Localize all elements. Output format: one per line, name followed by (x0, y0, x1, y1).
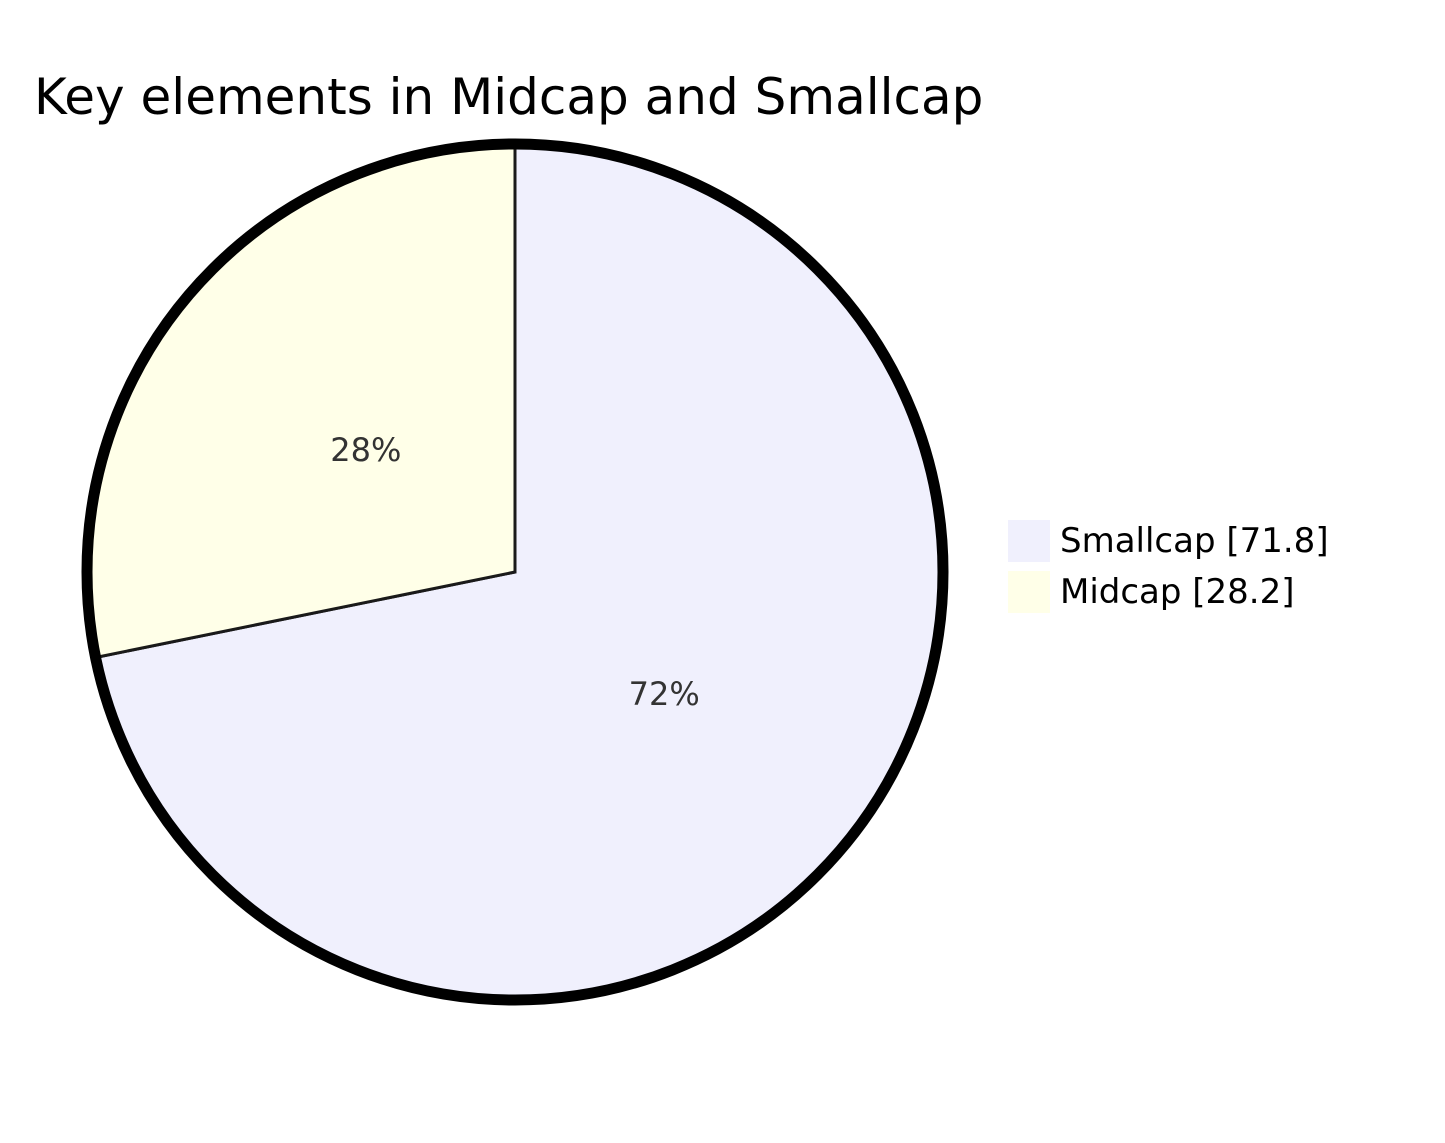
slice-label-midcap: 28% (330, 431, 401, 469)
slice-label-smallcap: 72% (629, 675, 700, 713)
chart-title: Key elements in Midcap and Smallcap (34, 68, 983, 126)
legend-swatch-midcap (1008, 571, 1050, 613)
legend-label-smallcap: Smallcap [71.8] (1060, 521, 1329, 561)
legend-label-midcap: Midcap [28.2] (1060, 572, 1295, 612)
legend: Smallcap [71.8] Midcap [28.2] (1008, 520, 1329, 613)
legend-swatch-smallcap (1008, 520, 1050, 562)
pie-outline (81, 138, 949, 1006)
slice-labels: 72% 28% (330, 431, 699, 713)
pie-slice-midcap (85, 142, 517, 660)
